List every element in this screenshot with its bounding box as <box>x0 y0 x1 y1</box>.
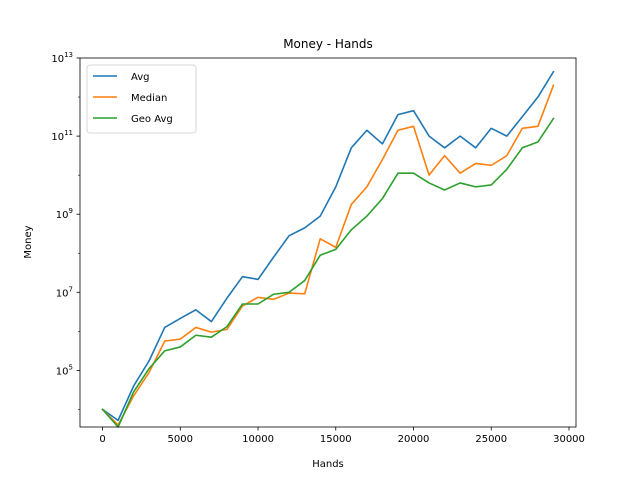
y-tick-label: 109 <box>56 207 73 221</box>
y-axis: 105 107 109 1011 1013 <box>51 51 80 410</box>
x-tick-label: 15000 <box>320 434 352 445</box>
x-axis: 0 5000 10000 15000 20000 25000 30000 <box>99 427 585 445</box>
x-axis-title: Hands <box>312 459 344 470</box>
legend-label: Geo Avg <box>131 114 173 125</box>
plot-frame <box>79 57 577 428</box>
legend-label: Avg <box>131 72 150 83</box>
x-tick-label: 30000 <box>553 434 585 445</box>
y-tick-label: 105 <box>56 363 73 377</box>
plot-lines <box>101 70 555 428</box>
x-tick-label: 20000 <box>398 434 430 445</box>
chart-title: Money - Hands <box>283 37 373 51</box>
x-tick-label: 5000 <box>168 434 193 445</box>
y-tick-label: 107 <box>56 285 73 299</box>
x-tick-label: 25000 <box>475 434 507 445</box>
x-tick-label: 10000 <box>242 434 274 445</box>
legend-label: Median <box>131 93 167 104</box>
y-axis-title: Money <box>23 225 34 258</box>
series-line-median <box>101 84 555 426</box>
legend: Avg Median Geo Avg <box>86 64 197 134</box>
y-tick-label: 1011 <box>51 129 73 143</box>
x-tick-label: 0 <box>99 434 105 445</box>
series-line-geo-avg <box>101 117 555 428</box>
series-line-avg <box>101 70 555 422</box>
y-tick-label: 1013 <box>51 51 73 65</box>
legend-box <box>86 64 197 134</box>
